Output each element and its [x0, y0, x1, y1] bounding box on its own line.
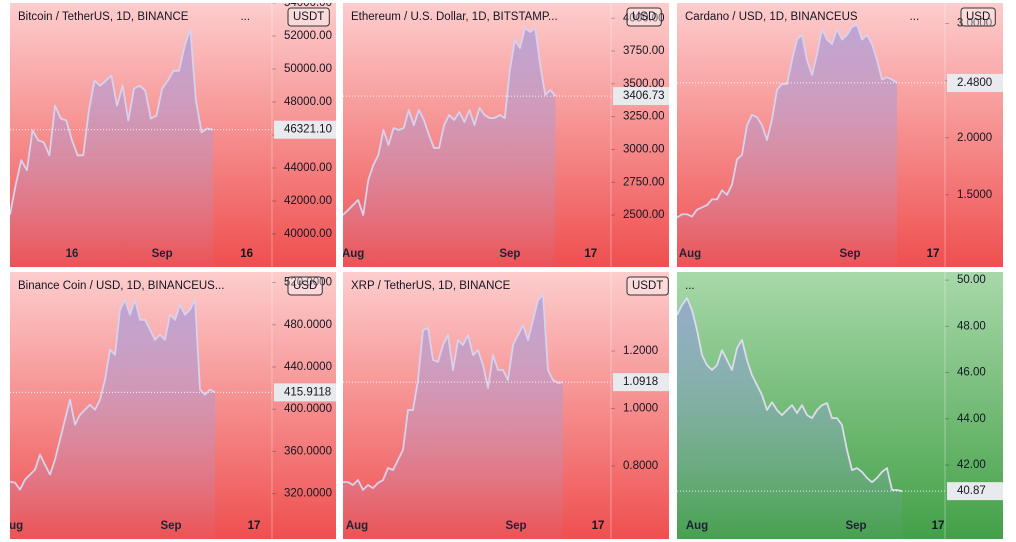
x-tick-label: 17: [584, 248, 597, 260]
currency-label: USDT: [293, 11, 324, 23]
area: [10, 29, 213, 267]
y-tick-label: 440.0000: [284, 361, 332, 373]
y-tick-label: 48.00: [957, 320, 986, 332]
area: [677, 298, 902, 539]
last-price-label: 1.0918: [623, 376, 658, 388]
menu[interactable]: ...: [240, 11, 250, 23]
last-price-box: [947, 482, 1003, 501]
currency-badge[interactable]: [960, 7, 996, 27]
y-tick-label: 400.0000: [284, 403, 332, 415]
y-tick-label: 48000.00: [284, 96, 332, 108]
chart: 42.0044.0046.0048.0050.00AugSep1740.87..…: [677, 272, 1003, 539]
price-line: [677, 23, 898, 219]
currency-label: USD: [966, 11, 990, 23]
chart: 2500.00 2750.00 3000.00 3250.00 3500.00 3750.…: [343, 3, 669, 267]
y-tick-label: 50000.00: [284, 63, 332, 75]
currency-badge[interactable]: [626, 7, 662, 27]
price-line: [343, 294, 564, 491]
y-tick-label: 44.00: [957, 413, 986, 425]
y-tick-label: 320.0000: [284, 488, 332, 500]
x-tick-label: 17: [927, 248, 940, 260]
y-tick-label: 1.2000: [623, 345, 658, 357]
last-price-box: [274, 120, 336, 139]
chart-panel: 42.0044.0046.0048.0050.00AugSep1740.87..…: [677, 272, 1003, 539]
y-tick-label: 520.0000: [284, 277, 332, 289]
last-price-box: [947, 73, 1003, 92]
y-tick-label: 40000.00: [284, 228, 332, 240]
price-line: [10, 28, 214, 216]
last-price-box: [274, 383, 336, 402]
price-line: [10, 298, 216, 491]
y-tick-label: 42.00: [957, 459, 986, 471]
y-tick-label: 1.0000: [623, 403, 658, 415]
last-price-label: 3406.73: [623, 90, 665, 102]
y-tick-label: 3000.00: [623, 143, 665, 155]
y-tick-label: 2750.00: [623, 176, 665, 188]
chart-title: Binance Coin / USD, 1D, BINANCEUS...: [18, 280, 224, 292]
x-tick-label: 17: [248, 520, 261, 532]
last-price-box: [613, 373, 669, 392]
currency-badge[interactable]: [626, 276, 669, 296]
currency-badge[interactable]: [287, 7, 330, 27]
y-tick-label: 3500.00: [623, 78, 665, 90]
chart: 40000.0042000.0044000.0046000.0048000.00…: [10, 3, 336, 267]
area: [677, 24, 897, 267]
chart-panel: 1.50002.00002.50003.0000AugSep172.4800Ca…: [677, 3, 1003, 267]
y-tick-label: 1.5000: [957, 189, 992, 201]
y-tick-label: 50.00: [957, 274, 986, 286]
price-line: [343, 27, 557, 216]
chart-title: XRP / TetherUS, 1D, BINANCE: [351, 280, 511, 292]
y-tick-label: 2.0000: [957, 132, 992, 144]
chart-panel: 2500.00 2750.00 3000.00 3250.00 3500.00 3750.…: [343, 3, 669, 267]
y-tick-label: 3750.00: [623, 45, 665, 57]
currency-badge[interactable]: [287, 276, 323, 296]
price-line: [677, 297, 903, 493]
currency-label: USDT: [632, 280, 663, 292]
chart-title: ...: [685, 280, 695, 292]
y-tick-label: 42000.00: [284, 195, 332, 207]
chart: 320.0000 360.0000 400.0000 440.0000 480.0000…: [10, 272, 336, 539]
y-tick-label: 4000.00: [623, 12, 665, 24]
last-price-label: 46321.10: [284, 124, 332, 136]
y-tick-label: 480.0000: [284, 319, 332, 331]
menu[interactable]: ...: [910, 11, 920, 23]
currency-label: USD: [632, 11, 656, 23]
y-tick-label: 3.0000: [957, 18, 992, 30]
area: [343, 28, 556, 267]
y-tick-label: 52000.00: [284, 30, 332, 42]
area: [10, 299, 215, 539]
last-price-label: 40.87: [957, 485, 986, 497]
y-tick-label: 360.0000: [284, 445, 332, 457]
last-price-label: 415.9118: [284, 386, 331, 398]
chart-title: Cardano / USD, 1D, BINANCEUS: [685, 11, 858, 23]
x-tick-label: 16: [240, 248, 253, 260]
y-tick-label: 0.8000: [623, 460, 658, 472]
area: [343, 294, 563, 539]
y-tick-label: 3250.00: [623, 111, 665, 123]
y-tick-label: 44000.00: [284, 162, 332, 174]
y-tick-label: 2500.00: [623, 209, 665, 221]
chart-panel: 320.0000 360.0000 400.0000 440.0000 480.0000…: [10, 272, 336, 539]
chart: 1.50002.00002.50003.0000AugSep172.4800Ca…: [677, 3, 1003, 267]
chart-title: Ethereum / U.S. Dollar, 1D, BITSTAMP...: [351, 11, 558, 23]
currency-label: USD: [293, 280, 317, 292]
last-price-label: 2.4800: [957, 77, 992, 89]
chart-panel: 40000.0042000.0044000.0046000.0048000.00…: [10, 3, 336, 267]
x-tick-label: 17: [592, 520, 605, 532]
x-tick-label: 17: [932, 520, 945, 532]
y-tick-label: 54000.00: [284, 3, 332, 9]
last-price-box: [613, 87, 669, 106]
y-tick-label: 46.00: [957, 367, 986, 379]
chart-title: Bitcoin / TetherUS, 1D, BINANCE: [18, 11, 189, 23]
